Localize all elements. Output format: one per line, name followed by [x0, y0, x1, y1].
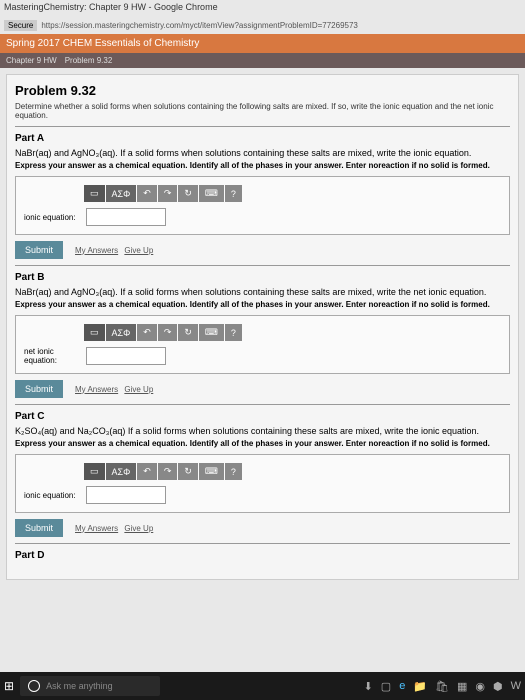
part-c-links: My Answers Give Up [73, 524, 155, 533]
taskbar-icons: ⬇ ▢ e 📁 🛍 ▦ ◉ ⬢ W [364, 680, 521, 693]
course-header: Spring 2017 CHEM Essentials of Chemistry [0, 34, 525, 53]
help-button[interactable]: ? [225, 185, 242, 202]
part-b-my-answers-link[interactable]: My Answers [75, 385, 118, 394]
part-d: Part D [15, 543, 510, 571]
reset-button[interactable]: ↻ [178, 463, 198, 480]
word-icon[interactable]: W [511, 680, 521, 692]
store-icon[interactable]: 🛍 [435, 680, 449, 693]
part-b-equation-input[interactable] [86, 347, 166, 365]
part-b-submit-row: Submit My Answers Give Up [15, 380, 510, 398]
part-c-instr: Express your answer as a chemical equati… [15, 439, 510, 448]
sigma-button[interactable]: ΑΣΦ [106, 185, 137, 202]
redo-button[interactable]: ↷ [158, 463, 178, 480]
part-c-my-answers-link[interactable]: My Answers [75, 524, 118, 533]
sigma-button[interactable]: ΑΣΦ [106, 463, 137, 480]
cortana-placeholder: Ask me anything [46, 681, 113, 691]
sigma-button[interactable]: ΑΣΦ [106, 324, 137, 341]
part-b-submit-button[interactable]: Submit [15, 380, 63, 398]
browser-title-bar: MasteringChemistry: Chapter 9 HW - Googl… [0, 0, 525, 16]
part-c-submit-button[interactable]: Submit [15, 519, 63, 537]
cortana-icon [28, 680, 40, 692]
secure-badge: Secure [4, 20, 37, 31]
part-a-my-answers-link[interactable]: My Answers [75, 246, 118, 255]
part-a: Part A NaBr(aq) and AgNO₃(aq). If a soli… [15, 126, 510, 265]
main-content: Problem 9.32 Determine whether a solid f… [0, 68, 525, 700]
address-bar: Secure https://session.masteringchemistr… [0, 16, 525, 34]
part-c-input-label: ionic equation: [24, 491, 80, 500]
reset-button[interactable]: ↻ [178, 324, 198, 341]
part-a-input-row: ionic equation: [24, 208, 501, 226]
redo-button[interactable]: ↷ [158, 185, 178, 202]
part-b-chem: NaBr(aq) and AgNO₃(aq). If a solid forms… [15, 287, 510, 297]
problem-title: Problem 9.32 [15, 83, 510, 98]
part-c: Part C K₂SO₄(aq) and Na₂CO₃(aq) If a sol… [15, 404, 510, 543]
nav-problem[interactable]: Problem 9.32 [65, 56, 113, 65]
part-b-input-label: net ionic equation: [24, 347, 80, 365]
part-a-submit-row: Submit My Answers Give Up [15, 241, 510, 259]
part-a-links: My Answers Give Up [73, 246, 155, 255]
edge-icon[interactable]: e [399, 680, 405, 692]
part-b: Part B NaBr(aq) and AgNO₃(aq). If a soli… [15, 265, 510, 404]
part-c-toolbar: ▭ ΑΣΦ ↶ ↷ ↻ ⌨ ? [84, 463, 501, 480]
windows-taskbar: ⊞ Ask me anything ⬇ ▢ e 📁 🛍 ▦ ◉ ⬢ W [0, 672, 525, 700]
part-c-submit-row: Submit My Answers Give Up [15, 519, 510, 537]
template-button[interactable]: ▭ [84, 324, 105, 341]
download-icon[interactable]: ⬇ [364, 680, 373, 693]
help-button[interactable]: ? [225, 324, 242, 341]
part-a-input-label: ionic equation: [24, 213, 80, 222]
part-a-equation-input[interactable] [86, 208, 166, 226]
dropbox-icon[interactable]: ⬢ [493, 680, 503, 693]
part-a-label: Part A [15, 133, 510, 144]
problem-paper: Problem 9.32 Determine whether a solid f… [6, 74, 519, 580]
part-c-equation-input[interactable] [86, 486, 166, 504]
app-icon[interactable]: ▦ [457, 680, 467, 693]
keyboard-button[interactable]: ⌨ [199, 185, 224, 202]
redo-button[interactable]: ↷ [158, 324, 178, 341]
undo-button[interactable]: ↶ [137, 324, 157, 341]
part-d-label: Part D [15, 550, 510, 561]
part-c-give-up-link[interactable]: Give Up [124, 524, 153, 533]
part-b-give-up-link[interactable]: Give Up [124, 385, 153, 394]
chrome-icon[interactable]: ◉ [475, 680, 485, 693]
problem-description: Determine whether a solid forms when sol… [15, 102, 510, 120]
part-a-toolbar: ▭ ΑΣΦ ↶ ↷ ↻ ⌨ ? [84, 185, 501, 202]
part-b-instr: Express your answer as a chemical equati… [15, 300, 510, 309]
start-button[interactable]: ⊞ [4, 679, 14, 693]
part-a-submit-button[interactable]: Submit [15, 241, 63, 259]
part-b-answer-box: ▭ ΑΣΦ ↶ ↷ ↻ ⌨ ? net ionic equation: [15, 315, 510, 374]
nav-chapter[interactable]: Chapter 9 HW [6, 56, 57, 65]
url-text: https://session.masteringchemistry.com/m… [41, 21, 358, 30]
part-a-instr: Express your answer as a chemical equati… [15, 161, 510, 170]
part-b-toolbar: ▭ ΑΣΦ ↶ ↷ ↻ ⌨ ? [84, 324, 501, 341]
explorer-icon[interactable]: 📁 [413, 680, 427, 693]
keyboard-button[interactable]: ⌨ [199, 324, 224, 341]
part-c-chem: K₂SO₄(aq) and Na₂CO₃(aq) If a solid form… [15, 426, 510, 436]
template-button[interactable]: ▭ [84, 185, 105, 202]
reset-button[interactable]: ↻ [178, 185, 198, 202]
part-c-label: Part C [15, 411, 510, 422]
template-button[interactable]: ▭ [84, 463, 105, 480]
help-button[interactable]: ? [225, 463, 242, 480]
task-view-icon[interactable]: ▢ [381, 680, 391, 693]
undo-button[interactable]: ↶ [137, 185, 157, 202]
part-a-chem: NaBr(aq) and AgNO₃(aq). If a solid forms… [15, 148, 510, 158]
part-c-input-row: ionic equation: [24, 486, 501, 504]
undo-button[interactable]: ↶ [137, 463, 157, 480]
part-c-answer-box: ▭ ΑΣΦ ↶ ↷ ↻ ⌨ ? ionic equation: [15, 454, 510, 513]
keyboard-button[interactable]: ⌨ [199, 463, 224, 480]
part-b-input-row: net ionic equation: [24, 347, 501, 365]
part-a-give-up-link[interactable]: Give Up [124, 246, 153, 255]
part-a-answer-box: ▭ ΑΣΦ ↶ ↷ ↻ ⌨ ? ionic equation: [15, 176, 510, 235]
cortana-search[interactable]: Ask me anything [20, 676, 160, 696]
part-b-label: Part B [15, 272, 510, 283]
breadcrumb: Chapter 9 HW Problem 9.32 [0, 53, 525, 68]
part-b-links: My Answers Give Up [73, 385, 155, 394]
